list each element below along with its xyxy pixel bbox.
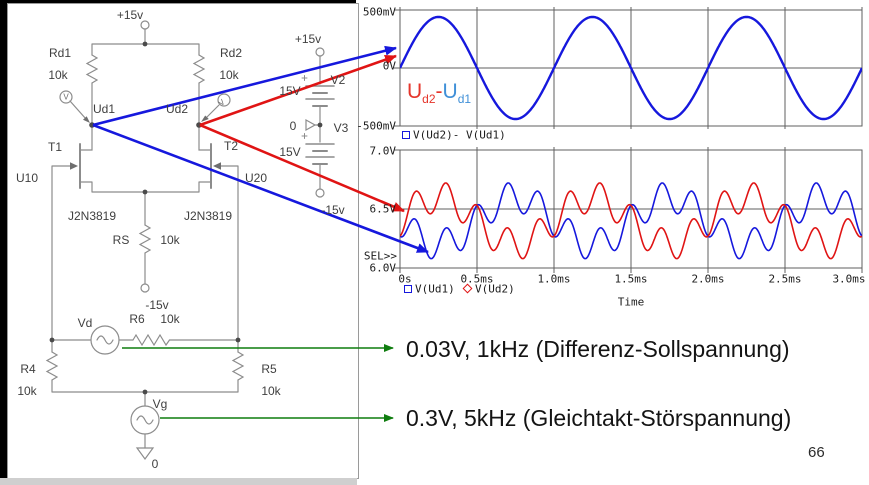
label-vg: Vg	[152, 397, 168, 411]
label-r5: R5	[261, 362, 277, 376]
legend-marker-square	[402, 131, 410, 139]
label-r6-value: 10k	[160, 312, 180, 326]
label-t1: T1	[47, 140, 63, 154]
xtick-0-5ms: 0.5ms	[460, 272, 494, 286]
label-gnd0: 0	[151, 457, 159, 471]
plot1-ytick-min: -500mV	[356, 119, 396, 133]
label-rd2: Rd2	[219, 46, 243, 60]
xtick-1-5ms: 1.5ms	[614, 272, 648, 286]
plot1-ytick-zero: 0V	[382, 59, 396, 73]
ground-icon	[135, 447, 155, 461]
label-r4: R4	[20, 362, 36, 376]
terminal-vcc	[140, 20, 150, 30]
label-v2-value: 15V	[279, 84, 301, 98]
plot2-ytick-min: 6.0V	[369, 261, 397, 275]
voltage-probe-icon	[59, 90, 73, 104]
sel-indicator: SEL>>	[363, 249, 397, 263]
label-v2-supply: +15v	[294, 32, 322, 46]
label-rd2-value: 10k	[219, 68, 239, 82]
slide-edge-top	[0, 0, 356, 3]
label-v3: V3	[333, 121, 349, 135]
label-rd1: Rd1	[48, 46, 72, 60]
resistor-rd1	[85, 54, 99, 84]
resistor-rd2	[192, 54, 206, 84]
label-u10: U10	[15, 171, 39, 185]
label-r6: R6	[129, 312, 145, 326]
label-ref0: 0	[289, 119, 297, 133]
voltage-probe-icon	[217, 93, 231, 107]
arrow-ud1-to-top-plot	[92, 45, 397, 127]
arrow-ud2-to-bottom-plot	[199, 123, 405, 213]
xtick-0s: 0s	[398, 272, 412, 286]
plot2-legend-ud1: V(Ud1)	[415, 282, 455, 296]
resistor-r5	[231, 351, 245, 381]
label-r5-value: 10k	[261, 384, 281, 398]
plot2-ytick-max: 7.0V	[369, 144, 397, 158]
time-axis-label: Time	[617, 295, 645, 309]
xtick-2-0ms: 2.0ms	[691, 272, 725, 286]
xtick-2-5ms: 2.5ms	[768, 272, 802, 286]
label-vd: Vd	[77, 316, 93, 330]
label-ud2: Ud2	[165, 102, 189, 116]
label-rs-value: 10k	[160, 233, 180, 247]
label-rs-supply: -15v	[145, 298, 169, 312]
trace-vud2vud1	[400, 15, 862, 121]
jfet-gate-arrow	[70, 162, 78, 170]
label-rs: RS	[112, 233, 130, 247]
label-v3-value: 15V	[279, 145, 301, 159]
label-v2: V2	[330, 73, 346, 87]
slide-edge-left	[0, 0, 7, 485]
source-vd	[90, 325, 120, 355]
label-t1-model: J2N3819	[67, 209, 117, 223]
plot2-legend-ud2: V(Ud2)	[475, 282, 515, 296]
xtick-1-0ms: 1.0ms	[537, 272, 571, 286]
trace-vud2	[400, 182, 862, 260]
resistor-rs	[138, 224, 152, 254]
resistor-r6	[132, 333, 171, 347]
source-vg	[130, 405, 160, 435]
resistor-r4	[45, 351, 59, 381]
plot1-legend: V(Ud2)- V(Ud1)	[413, 128, 506, 142]
terminal-v2-top	[315, 47, 325, 57]
label-ud1: Ud1	[92, 102, 116, 116]
annotation-commonmode-source: 0.3V, 5kHz (Gleichtakt-Störspannung)	[406, 405, 792, 431]
label-v3-supply: -15v	[321, 203, 345, 217]
jfet-gate-arrow	[213, 162, 221, 170]
circuit-frame	[7, 3, 359, 479]
label-rd1-value: 10k	[48, 68, 68, 82]
label-vcc: +15v	[116, 8, 144, 22]
waveform-traces	[400, 15, 862, 260]
plot1-ytick-max: 500mV	[362, 5, 396, 19]
arrow-ud2-to-top-plot	[199, 54, 397, 127]
label-t2: T2	[223, 139, 239, 153]
diff-signal-label: Ud2-Ud1	[407, 80, 472, 107]
terminal-v3-bottom	[315, 188, 325, 198]
page-number: 66	[808, 444, 825, 461]
annotation-differential-source: 0.03V, 1kHz (Differenz-Sollspannung)	[406, 336, 790, 362]
probe-v-glyph: V	[63, 92, 69, 102]
xtick-3-0ms: 3.0ms	[832, 272, 866, 286]
terminal-vee	[140, 283, 150, 293]
label-u20: U20	[244, 171, 268, 185]
plot2-ytick-mid: 6.5V	[369, 202, 397, 216]
label-t2-model: J2N3819	[183, 209, 233, 223]
arrow-ud1-to-bottom-plot	[92, 123, 429, 254]
label-r4-value: 10k	[17, 384, 37, 398]
legend-marker-square	[404, 285, 412, 293]
slide-edge-bottom	[0, 478, 357, 485]
